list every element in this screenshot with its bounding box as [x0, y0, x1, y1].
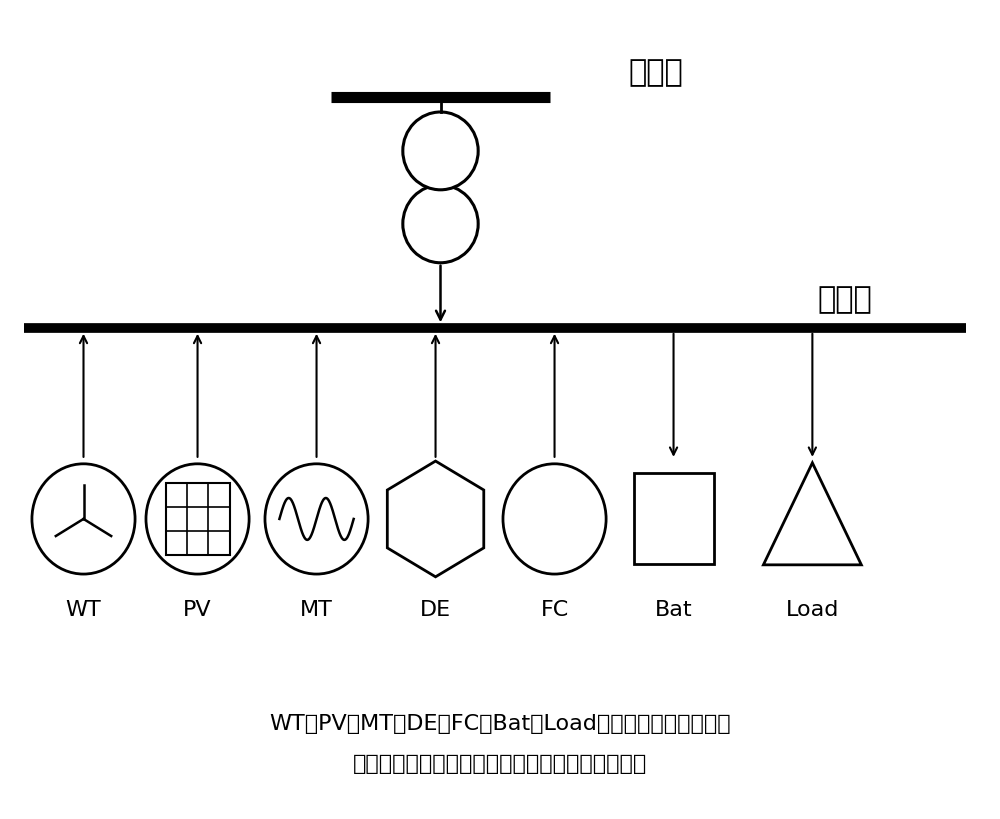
Bar	[166, 483, 230, 554]
Text: Bat: Bat	[655, 600, 692, 620]
Text: DE: DE	[420, 600, 451, 620]
Text: WT、PV、MT、DE、FC、Bat、Load分别表示风电、光伏、: WT、PV、MT、DE、FC、Bat、Load分别表示风电、光伏、	[269, 713, 731, 734]
Text: MT: MT	[300, 600, 333, 620]
Text: FC: FC	[540, 600, 569, 620]
Text: Load: Load	[786, 600, 839, 620]
Text: 微型燃气轮机、柴油机、燃料电池、蓄电池、负荷: 微型燃气轮机、柴油机、燃料电池、蓄电池、负荷	[353, 754, 647, 774]
Ellipse shape	[403, 112, 478, 190]
Text: 配电网: 配电网	[629, 59, 684, 88]
Bar	[634, 473, 714, 564]
Text: WT: WT	[66, 600, 101, 620]
Ellipse shape	[403, 185, 478, 263]
Text: 微电网: 微电网	[817, 286, 872, 314]
Text: PV: PV	[183, 600, 212, 620]
